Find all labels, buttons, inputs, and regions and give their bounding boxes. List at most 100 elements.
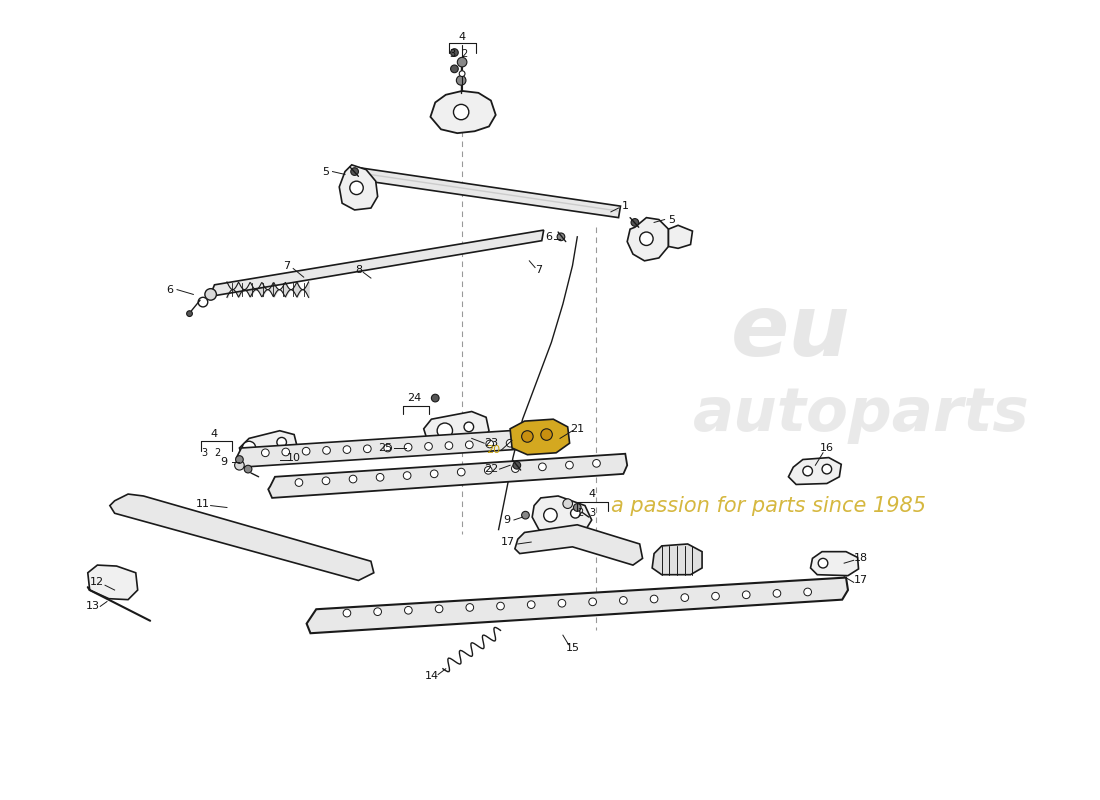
Circle shape (541, 429, 552, 440)
Text: 17: 17 (854, 575, 868, 586)
Circle shape (650, 595, 658, 603)
Circle shape (436, 605, 443, 613)
Circle shape (282, 448, 289, 456)
Circle shape (558, 599, 565, 607)
Polygon shape (510, 419, 570, 454)
Text: 4: 4 (459, 32, 465, 42)
Circle shape (350, 181, 363, 194)
Text: 10: 10 (287, 453, 301, 462)
Circle shape (512, 465, 519, 473)
Circle shape (374, 608, 382, 615)
Circle shape (431, 394, 439, 402)
Text: 3: 3 (590, 508, 596, 518)
Text: 7: 7 (536, 266, 542, 275)
Circle shape (527, 601, 535, 609)
Circle shape (349, 475, 356, 483)
Circle shape (376, 474, 384, 481)
Text: 23: 23 (484, 438, 498, 448)
Text: 3: 3 (450, 50, 455, 59)
Text: 5: 5 (322, 166, 329, 177)
Circle shape (521, 511, 529, 519)
Text: 18: 18 (854, 554, 868, 563)
Circle shape (521, 430, 534, 442)
Text: 16: 16 (820, 443, 834, 453)
Circle shape (631, 218, 639, 226)
Circle shape (363, 445, 371, 453)
Circle shape (234, 461, 244, 470)
Text: 4: 4 (211, 429, 218, 438)
Text: 7: 7 (283, 261, 290, 270)
Polygon shape (240, 430, 297, 462)
Circle shape (593, 459, 601, 467)
Text: autoparts: autoparts (693, 385, 1030, 444)
Polygon shape (88, 565, 138, 600)
Circle shape (497, 602, 504, 610)
Text: 2: 2 (214, 448, 220, 458)
Text: 6: 6 (166, 285, 173, 294)
Circle shape (803, 466, 813, 476)
Text: 24: 24 (407, 393, 421, 403)
Circle shape (405, 443, 412, 451)
Text: 25: 25 (378, 443, 393, 453)
Text: 14: 14 (425, 671, 439, 682)
Polygon shape (354, 168, 620, 218)
Circle shape (244, 466, 252, 473)
Text: 9: 9 (220, 458, 228, 467)
Circle shape (539, 463, 547, 470)
Text: 3: 3 (201, 448, 208, 458)
Circle shape (384, 444, 392, 452)
Polygon shape (532, 496, 592, 536)
Circle shape (343, 446, 351, 454)
Circle shape (459, 70, 465, 77)
Circle shape (681, 594, 689, 602)
Circle shape (486, 440, 494, 448)
Text: a passion for parts since 1985: a passion for parts since 1985 (610, 495, 926, 515)
Circle shape (557, 233, 564, 241)
Polygon shape (789, 458, 842, 485)
Polygon shape (268, 454, 627, 498)
Text: 9: 9 (504, 515, 510, 525)
Text: 6: 6 (544, 232, 552, 242)
Circle shape (458, 468, 465, 476)
Circle shape (205, 289, 217, 300)
Circle shape (464, 422, 474, 432)
Polygon shape (339, 165, 377, 210)
Text: 20: 20 (486, 445, 499, 455)
Circle shape (565, 462, 573, 469)
Circle shape (619, 597, 627, 604)
Circle shape (742, 591, 750, 598)
Polygon shape (236, 429, 543, 467)
Text: 2: 2 (461, 50, 468, 59)
Circle shape (322, 477, 330, 485)
Circle shape (295, 478, 302, 486)
Circle shape (404, 472, 411, 479)
Circle shape (640, 232, 653, 246)
Circle shape (406, 444, 414, 452)
Circle shape (242, 442, 255, 454)
Polygon shape (110, 494, 374, 581)
Circle shape (451, 65, 459, 73)
Circle shape (773, 590, 781, 598)
Circle shape (437, 423, 452, 438)
Circle shape (277, 438, 286, 447)
Circle shape (513, 462, 520, 469)
Circle shape (235, 456, 243, 463)
Circle shape (458, 58, 466, 67)
Polygon shape (627, 218, 669, 261)
Text: 2: 2 (578, 508, 583, 518)
Polygon shape (669, 226, 693, 248)
Circle shape (804, 588, 812, 596)
Text: 22: 22 (484, 464, 498, 474)
Polygon shape (424, 411, 490, 450)
Circle shape (563, 499, 572, 509)
Circle shape (465, 441, 473, 449)
Circle shape (446, 442, 453, 450)
Circle shape (405, 606, 412, 614)
Text: 11: 11 (196, 498, 210, 509)
Circle shape (543, 509, 557, 522)
Circle shape (712, 592, 719, 600)
Text: 21: 21 (570, 424, 584, 434)
Circle shape (302, 447, 310, 455)
Text: 13: 13 (86, 602, 100, 611)
Polygon shape (307, 578, 848, 634)
